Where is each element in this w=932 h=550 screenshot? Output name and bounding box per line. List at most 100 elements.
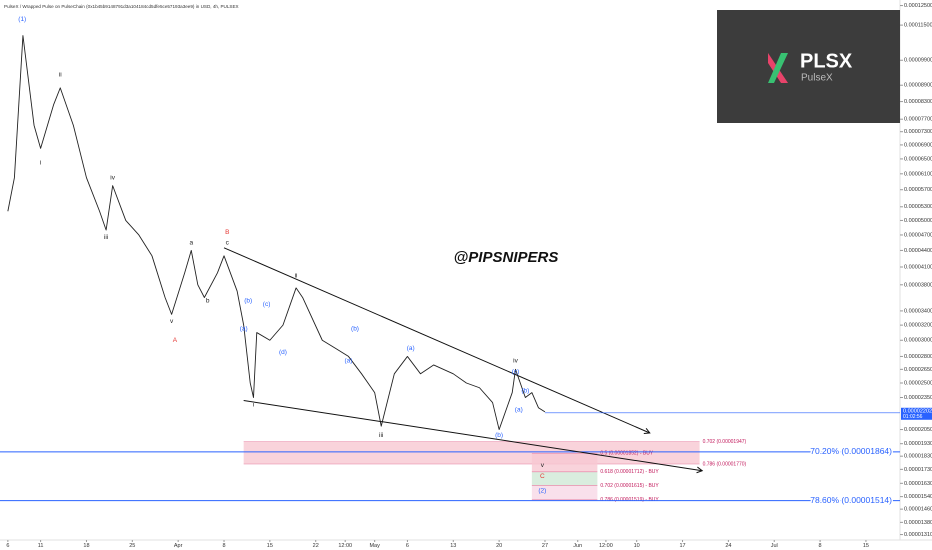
y-tick-label: 0.00012500 bbox=[904, 3, 932, 9]
y-tick-label: 0.00003000 bbox=[904, 338, 932, 344]
wave-label: iii bbox=[104, 234, 108, 241]
y-tick-label: 0.00001830 bbox=[904, 454, 932, 460]
chart-header: PulseX / Wrapped Pulse on PulseChain (0x… bbox=[4, 4, 239, 9]
wave-label: ii bbox=[59, 72, 62, 79]
wave-label: iv bbox=[110, 174, 115, 181]
fib-band bbox=[531, 471, 598, 486]
logo-name: PulseX bbox=[801, 73, 833, 84]
logo-ticker: PLSX bbox=[800, 50, 853, 72]
y-tick-label: 0.00003800 bbox=[904, 282, 932, 288]
x-tick-label: 25 bbox=[129, 543, 135, 549]
wave-label: (b) bbox=[521, 387, 529, 394]
x-tick-label: Jun bbox=[573, 543, 582, 549]
x-tick-label: 12:00 bbox=[599, 543, 613, 549]
y-tick-label: 0.00005300 bbox=[904, 204, 932, 210]
x-tick-label: 15 bbox=[863, 543, 869, 549]
wave-label: C bbox=[540, 473, 545, 480]
x-tick-label: 8 bbox=[819, 543, 822, 549]
fib-band bbox=[531, 453, 598, 472]
y-tick-label: 0.00001930 bbox=[904, 441, 932, 447]
x-tick-label: 12:00 bbox=[338, 543, 352, 549]
y-tick-label: 0.00008900 bbox=[904, 83, 932, 89]
y-tick-label: 0.00006100 bbox=[904, 171, 932, 177]
y-tick-label: 0.00002500 bbox=[904, 380, 932, 386]
x-tick-label: Apr bbox=[174, 543, 183, 549]
wave-label: B bbox=[225, 229, 229, 236]
fib-band bbox=[531, 485, 598, 500]
y-tick-label: 0.00007700 bbox=[904, 117, 932, 123]
y-tick-label: 0.00007300 bbox=[904, 129, 932, 135]
logo: PLSX PulseX bbox=[717, 10, 900, 123]
y-tick-label: 0.00004400 bbox=[904, 248, 932, 254]
x-tick-label: Jul bbox=[771, 543, 778, 549]
y-tick-label: 0.00006900 bbox=[904, 142, 932, 148]
y-tick-label: 0.00006500 bbox=[904, 156, 932, 162]
y-tick-label: 0.00011500 bbox=[904, 23, 932, 29]
trend-line bbox=[243, 400, 703, 472]
y-tick-label: 0.00001630 bbox=[904, 481, 932, 487]
x-tick-label: 15 bbox=[267, 543, 273, 549]
y-tick-label: 0.00003200 bbox=[904, 323, 932, 329]
wave-label: v bbox=[541, 462, 545, 469]
wave-label: i bbox=[253, 401, 254, 408]
logo-box bbox=[717, 10, 900, 123]
trend-arrow bbox=[643, 427, 651, 435]
trend-line bbox=[223, 247, 650, 434]
x-tick-label: 6 bbox=[6, 543, 9, 549]
x-tick-label: 18 bbox=[83, 543, 89, 549]
wave-label: i bbox=[40, 159, 41, 166]
fib-label: 0.702 (0.00001615) - BUY bbox=[600, 483, 659, 489]
x-tick-label: 8 bbox=[222, 543, 225, 549]
y-tick-label: 0.00002650 bbox=[904, 367, 932, 373]
wave-label: (2) bbox=[538, 487, 546, 494]
y-tick-label: 0.00003400 bbox=[904, 308, 932, 314]
fib-label: 0.702 (0.00001947) bbox=[703, 439, 747, 445]
wave-label: (b) bbox=[351, 326, 359, 333]
wave-label: a bbox=[189, 239, 193, 246]
wave-label: ii bbox=[295, 272, 298, 279]
current-price-box bbox=[901, 407, 932, 420]
wave-label: (b) bbox=[495, 432, 503, 439]
y-tick-label: 0.00005000 bbox=[904, 218, 932, 224]
wave-label: A bbox=[173, 337, 178, 344]
y-tick-label: 0.00002350 bbox=[904, 395, 932, 401]
wave-label: (a) bbox=[240, 326, 248, 333]
watermark: @PIPSNIPERS bbox=[454, 249, 559, 266]
y-tick-label: 0.00008300 bbox=[904, 99, 932, 105]
wave-label: iii bbox=[379, 432, 383, 439]
y-tick-label: 0.00002800 bbox=[904, 354, 932, 360]
wave-label: (1) bbox=[18, 16, 26, 23]
x-tick-label: May bbox=[369, 543, 380, 549]
wave-label: (d) bbox=[279, 349, 287, 356]
x-tick-label: 10 bbox=[634, 543, 640, 549]
x-tick-label: 27 bbox=[542, 543, 548, 549]
wave-label: (c) bbox=[263, 301, 271, 308]
wave-label: (a) bbox=[515, 407, 523, 414]
wave-label: b bbox=[206, 297, 210, 304]
wave-label: iv bbox=[513, 357, 518, 364]
current-price-label: 0.00002202 bbox=[903, 409, 932, 415]
logo-x bbox=[768, 53, 788, 83]
x-tick-label: 20 bbox=[496, 543, 502, 549]
y-tick-label: 0.00009900 bbox=[904, 58, 932, 64]
y-tick-label: 0.00001310 bbox=[904, 532, 932, 538]
fib-label: 0.5 (0.00001852) - BUY bbox=[600, 451, 653, 457]
y-tick-label: 0.00004100 bbox=[904, 264, 932, 270]
x-tick-label: 11 bbox=[38, 543, 44, 549]
y-tick-label: 0.00001460 bbox=[904, 507, 932, 513]
y-tick-label: 0.00001540 bbox=[904, 494, 932, 500]
wave-label: (c) bbox=[512, 369, 520, 376]
fib-label: 0.786 (0.00001770) bbox=[703, 461, 747, 467]
x-tick-label: 24 bbox=[725, 543, 731, 549]
y-tick-label: 0.00004700 bbox=[904, 232, 932, 238]
level-label: 70.20% (0.00001864) bbox=[810, 446, 892, 456]
y-tick-label: 0.00005700 bbox=[904, 187, 932, 193]
wave-label: c bbox=[226, 239, 230, 246]
y-tick-label: 0.00002050 bbox=[904, 427, 932, 433]
y-tick-label: 0.00001380 bbox=[904, 520, 932, 526]
x-tick-label: 17 bbox=[679, 543, 685, 549]
level-label: 78.60% (0.00001514) bbox=[810, 495, 892, 505]
wave-label: (b) bbox=[244, 297, 252, 304]
price-line bbox=[7, 35, 546, 430]
